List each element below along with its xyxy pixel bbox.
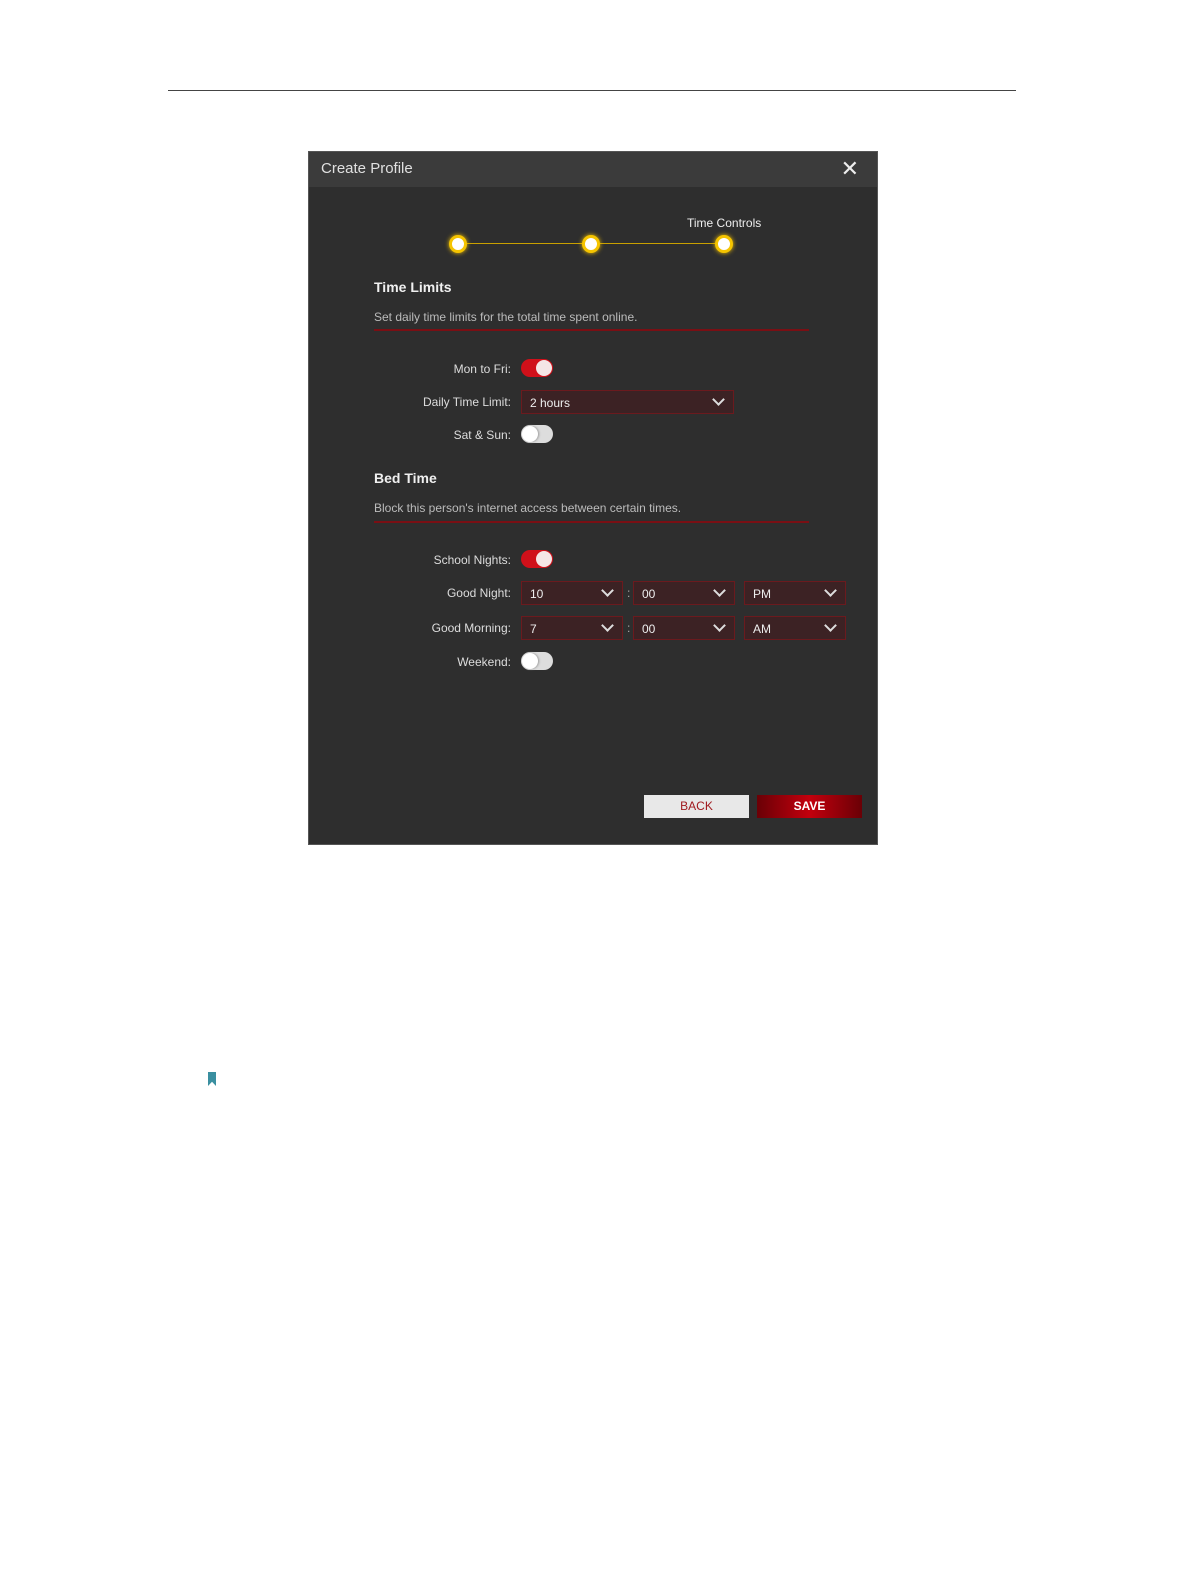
colon: : <box>627 621 631 635</box>
chevron-down-icon <box>713 619 726 632</box>
good-night-ampm-select[interactable]: PM <box>744 581 846 605</box>
select-value: AM <box>753 622 771 636</box>
select-value: 00 <box>642 622 656 636</box>
colon: : <box>627 586 631 600</box>
school-nights-toggle[interactable] <box>521 550 553 568</box>
good-night-label: Good Night: <box>446 586 511 600</box>
dialog-header: Create Profile ✕ <box>309 152 877 187</box>
good-night-hour-select[interactable]: 10 <box>521 581 623 605</box>
step-2-dot <box>582 235 600 253</box>
chevron-down-icon <box>824 584 837 597</box>
good-morning-minute-select[interactable]: 00 <box>633 616 735 640</box>
select-value: 7 <box>530 622 537 636</box>
divider <box>374 329 809 331</box>
weekend-label: Weekend: <box>457 655 511 669</box>
select-value: 10 <box>530 587 544 601</box>
bed-time-heading: Bed Time <box>374 470 437 486</box>
close-icon[interactable]: ✕ <box>840 156 859 181</box>
chevron-down-icon <box>712 393 725 406</box>
good-morning-label: Good Morning: <box>431 621 511 635</box>
bookmark-icon <box>208 1072 216 1086</box>
back-button[interactable]: BACK <box>644 795 749 818</box>
save-button[interactable]: SAVE <box>757 795 862 818</box>
divider <box>374 521 809 523</box>
sat-sun-toggle[interactable] <box>521 425 553 443</box>
sat-sun-label: Sat & Sun: <box>453 428 511 442</box>
bed-time-description: Block this person's internet access betw… <box>374 501 682 515</box>
dialog-title: Create Profile <box>321 160 413 177</box>
good-night-minute-select[interactable]: 00 <box>633 581 735 605</box>
daily-limit-label: Daily Time Limit: <box>422 395 511 409</box>
select-value: PM <box>753 587 771 601</box>
chevron-down-icon <box>824 619 837 632</box>
step-1-dot <box>449 235 467 253</box>
school-nights-label: School Nights: <box>433 553 511 567</box>
page-header-rule <box>168 90 1016 91</box>
chevron-down-icon <box>601 584 614 597</box>
chevron-down-icon <box>601 619 614 632</box>
weekend-toggle[interactable] <box>521 652 553 670</box>
good-morning-ampm-select[interactable]: AM <box>744 616 846 640</box>
chevron-down-icon <box>713 584 726 597</box>
time-limits-heading: Time Limits <box>374 279 452 295</box>
good-morning-hour-select[interactable]: 7 <box>521 616 623 640</box>
daily-limit-select[interactable]: 2 hours <box>521 390 734 414</box>
step-label: Time Controls <box>687 216 762 230</box>
mon-fri-label: Mon to Fri: <box>453 362 511 376</box>
step-3-dot <box>715 235 733 253</box>
time-limits-description: Set daily time limits for the total time… <box>374 310 638 324</box>
create-profile-dialog: Create Profile ✕ Time Controls Time Limi… <box>308 151 878 845</box>
select-value: 00 <box>642 587 656 601</box>
mon-fri-toggle[interactable] <box>521 359 553 377</box>
daily-limit-value: 2 hours <box>530 396 571 410</box>
